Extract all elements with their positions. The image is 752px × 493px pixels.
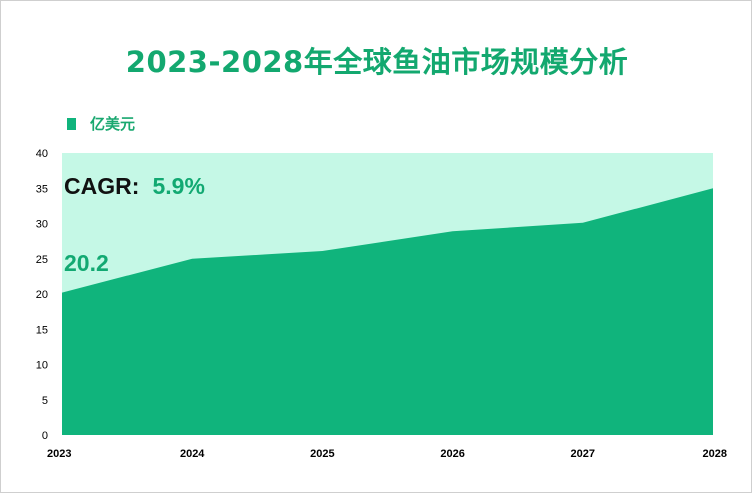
x-axis: 2023 2024 2025 2026 2027 2028 — [47, 448, 727, 460]
y-tick-label: 0 — [42, 430, 48, 442]
y-axis: 0 5 10 15 20 25 30 35 40 — [36, 148, 48, 442]
x-tick-label: 2026 — [440, 448, 464, 460]
y-tick-label: 35 — [36, 183, 48, 195]
x-tick-label: 2028 — [703, 448, 727, 460]
legend: 亿美元 — [67, 113, 135, 134]
y-tick-label: 40 — [36, 148, 48, 160]
y-tick-label: 25 — [36, 254, 48, 266]
cagr-value: 5.9% — [152, 173, 204, 199]
y-tick-label: 10 — [36, 360, 48, 372]
y-tick-label: 30 — [36, 219, 48, 231]
chart-title: 2023-2028年全球鱼油市场规模分析 — [125, 45, 629, 79]
y-tick-label: 20 — [36, 289, 48, 301]
first-value-label: 20.2 — [64, 250, 109, 276]
area-series-fill — [62, 188, 713, 435]
x-tick-label: 2023 — [47, 448, 71, 460]
x-tick-label: 2024 — [180, 448, 205, 460]
y-tick-label: 5 — [42, 395, 48, 407]
legend-label: 亿美元 — [90, 115, 136, 133]
y-tick-label: 15 — [36, 324, 48, 336]
x-tick-label: 2027 — [571, 448, 595, 460]
x-tick-label: 2025 — [310, 448, 334, 460]
cagr-label: CAGR: — [64, 173, 139, 199]
legend-swatch — [67, 117, 76, 130]
cagr-annotation: CAGR: 5.9% — [64, 173, 205, 199]
